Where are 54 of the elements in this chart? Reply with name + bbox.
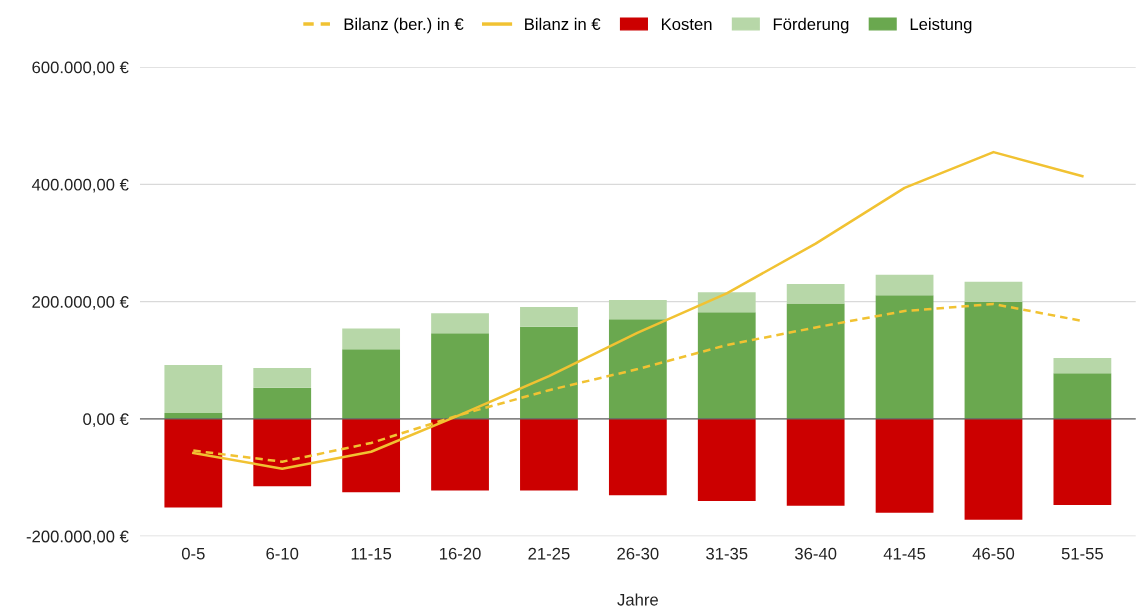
x-axis-title: Jahre [617,593,658,606]
bar [342,328,401,350]
legend-label: Bilanz in € [525,17,601,31]
x-tick-label: 31-35 [706,547,748,560]
bar [431,418,489,491]
y-tick-label: -200.000,00 € [26,530,129,545]
bar [431,333,489,419]
bar [875,295,934,419]
x-tick-label: 11-15 [351,547,392,560]
legend-label: Leistung [910,17,972,34]
x-tick-label: 26-30 [617,547,659,560]
bar [786,284,845,304]
bar [697,312,756,419]
x-tick-label: 46-50 [972,547,1015,560]
y-tick-label: 200.000,00 € [32,296,129,310]
legend-label: Förderung [773,17,849,34]
bar [342,418,401,493]
bar [1053,357,1112,374]
bar [431,313,489,334]
x-tick-label: 36-40 [794,547,837,560]
bar [875,274,934,296]
bar [520,306,578,327]
bar [697,418,756,502]
bar [697,292,756,313]
x-tick-label: 51-55 [1061,547,1103,560]
legend-label: Kosten [661,18,712,31]
x-tick-label: 16-20 [440,547,481,560]
bar [608,299,667,320]
bar [608,418,667,496]
bar [520,326,578,419]
bar [164,418,223,508]
y-tick-label: 0,00 € [83,413,129,428]
bar [964,418,1023,520]
x-tick-label: 21-25 [528,547,570,560]
y-tick-label: 400.000,00 € [31,178,129,193]
bar [342,349,401,419]
bar [253,367,312,388]
legend-label: Bilanz (ber.) in € [344,17,464,34]
bar [964,281,1023,302]
y-tick-label: 600.000,00 € [32,61,129,76]
bar [1053,373,1112,419]
bar [875,418,934,513]
x-tick-label: 0-5 [181,547,205,560]
bar [520,418,578,491]
bar [786,418,845,506]
bar [608,319,667,419]
bar [1053,418,1112,506]
bar [253,387,312,419]
x-tick-label: 6-10 [266,547,299,560]
bar [164,364,223,414]
bar [964,301,1023,419]
bar [786,303,845,419]
x-tick-label: 41-45 [883,547,926,560]
bar [253,418,312,487]
